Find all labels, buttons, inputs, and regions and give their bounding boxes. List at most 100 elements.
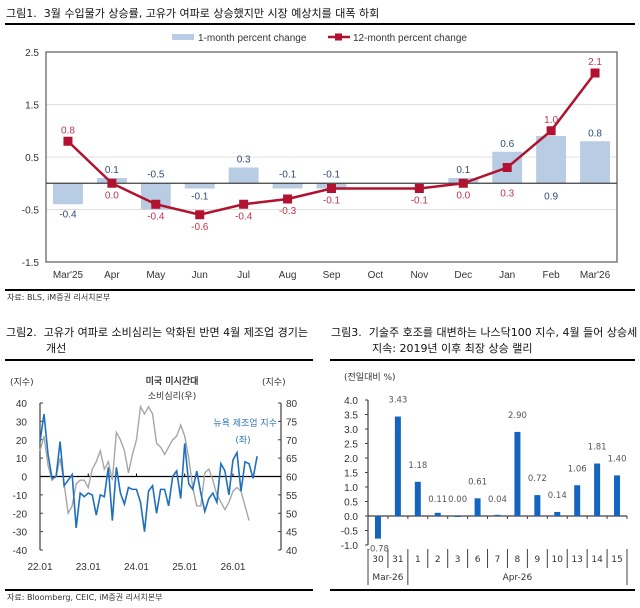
- bar-data-label: 0.61: [468, 477, 487, 487]
- y-tick-label: -1.0: [341, 541, 359, 552]
- y-tick-label: 1.0: [344, 483, 358, 494]
- x-category-label: 31: [392, 555, 403, 565]
- figure3-title: 그림3. 기술주 호조를 대변하는 나스닥100 지수, 4월 들어 상승세: [331, 325, 637, 341]
- x-category-label: 7: [495, 555, 501, 565]
- right-y-tick-label: 50: [286, 509, 298, 520]
- bar-data-label: 3.43: [388, 396, 407, 406]
- bar-data-label: 0.6: [500, 139, 514, 150]
- bar-data-label: -0.1: [279, 169, 297, 180]
- bar-nasdaq: [554, 511, 561, 516]
- x-tick-label: Jun: [192, 270, 208, 281]
- bar-data-label: 0.1: [105, 165, 119, 176]
- line-data-label: -0.1: [323, 196, 341, 207]
- bar-nasdaq: [434, 512, 441, 516]
- line-data-label: -0.3: [279, 206, 297, 217]
- x-tick-label: Nov: [410, 270, 428, 281]
- x-tick-label: May: [146, 270, 165, 281]
- x-category-label: 14: [591, 555, 603, 565]
- chart1-import-prices: 1-month percent change 12-month percent c…: [22, 33, 618, 281]
- left-y-tick-label: 0: [21, 473, 27, 484]
- marker-12-month: [239, 199, 249, 209]
- nymfg-series-label-line1: 뉴욕 제조업 지수: [213, 418, 277, 429]
- x-category-label: 6: [475, 555, 481, 565]
- y-axis-unit: (전일대비 %): [344, 372, 396, 383]
- x-category-label: 13: [571, 555, 582, 565]
- x-tick-label: 26.01: [220, 562, 245, 573]
- y-tick-label: 2.5: [25, 48, 39, 59]
- right-y-tick-label: 45: [286, 528, 298, 539]
- x-category-label: 2: [435, 555, 441, 565]
- x-tick-label: Apr: [104, 270, 120, 281]
- right-y-tick-label: 70: [286, 436, 298, 447]
- bar-data-label: 2.90: [508, 411, 527, 421]
- marker-12-month: [151, 199, 161, 209]
- bar-1-month: [53, 183, 83, 205]
- x-category-label: 3: [455, 555, 461, 565]
- left-y-tick-label: 10: [16, 454, 28, 465]
- bar-nasdaq: [374, 516, 381, 539]
- marker-12-month: [546, 126, 556, 136]
- y-tick-label: -0.5: [22, 206, 40, 217]
- y-tick-label: -1.5: [22, 258, 40, 269]
- umich-series-label-line2: 소비심리(우): [148, 391, 196, 402]
- marker-12-month: [107, 178, 117, 188]
- bar-data-label: 0.11: [428, 495, 447, 505]
- line-data-label: 0.0: [456, 190, 470, 201]
- line-data-label: -0.1: [411, 196, 429, 207]
- bar-data-label: -0.78: [367, 545, 389, 555]
- marker-12-month: [414, 184, 424, 193]
- figure1-title: 그림1. 3월 수입물가 상승률, 고유가 여파로 상승했지만 시장 예상치를 …: [6, 6, 379, 22]
- line-data-label: 0.0: [105, 190, 119, 201]
- marker-12-month: [283, 194, 293, 204]
- x-tick-label: Mar'26: [580, 270, 611, 281]
- marker-12-month: [502, 163, 512, 172]
- bar-data-label: 0.00: [448, 495, 467, 505]
- figure2-number: 그림2.: [6, 326, 37, 339]
- legend-label-1-month: 1-month percent change: [198, 33, 307, 44]
- legend-label-12-month: 12-month percent change: [353, 33, 467, 44]
- plot-frame: [45, 51, 618, 263]
- bar-1-month: [580, 141, 610, 184]
- x-tick-label: 24.01: [124, 562, 149, 573]
- left-y-tick-label: 20: [16, 436, 28, 447]
- umich-sentiment-line: [39, 404, 250, 521]
- bar-data-label: -0.1: [323, 169, 341, 180]
- nymfg-series-label-line2: (좌): [235, 435, 250, 446]
- y-tick-label: 0.5: [25, 153, 39, 164]
- figure3-title-rule: [330, 359, 635, 361]
- y-tick-label: 2.5: [344, 440, 358, 451]
- bar-data-label: 0.3: [237, 155, 251, 166]
- line-data-label: 1.0: [544, 115, 558, 126]
- marker-12-month: [195, 210, 205, 220]
- marker-12-month: [590, 68, 600, 78]
- bar-nasdaq: [494, 514, 501, 516]
- left-y-tick-label: -10: [13, 491, 28, 502]
- line-data-label: -0.6: [191, 222, 209, 233]
- x-tick-label: Feb: [542, 270, 560, 281]
- right-y-tick-label: 75: [286, 417, 298, 428]
- y-tick-label: 1.5: [25, 101, 39, 112]
- bar-data-label: 0.14: [548, 491, 567, 501]
- figure1-bottom-rule: [5, 289, 635, 291]
- figure3-title-line1: 기술주 호조를 대변하는 나스닥100 지수, 4월 들어 상승세: [368, 326, 638, 339]
- x-tick-label: Dec: [454, 270, 472, 281]
- figure2-title-line1: 고유가 여파로 소비심리는 악화된 반면 4월 제조업 경기는: [43, 326, 308, 339]
- figure3-number: 그림3.: [331, 326, 362, 339]
- figure1-title-text: 3월 수입물가 상승률, 고유가 여파로 상승했지만 시장 예상치를 대폭 하회: [43, 7, 380, 20]
- bar-data-label: -0.1: [191, 191, 209, 202]
- figure2-source: 자료: Bloomberg, CEIC, iM증권 리서치본부: [7, 593, 163, 602]
- y-tick-label: 3.5: [344, 411, 358, 422]
- bar-nasdaq: [454, 516, 461, 517]
- figure2-title-line2: 개선: [46, 342, 67, 355]
- bar-data-label: 0.04: [488, 495, 507, 505]
- bar-data-label: -0.5: [147, 169, 165, 180]
- bar-data-label: -0.4: [59, 209, 77, 220]
- bar-data-label: 0.1: [456, 165, 470, 176]
- right-y-tick-label: 80: [286, 399, 298, 410]
- bar-1-month: [536, 136, 567, 184]
- x-tick-label: Mar'25: [53, 270, 84, 281]
- y-tick-label: 2.0: [344, 454, 358, 465]
- x-category-label: 9: [534, 555, 540, 565]
- x-category-label: 10: [552, 555, 564, 565]
